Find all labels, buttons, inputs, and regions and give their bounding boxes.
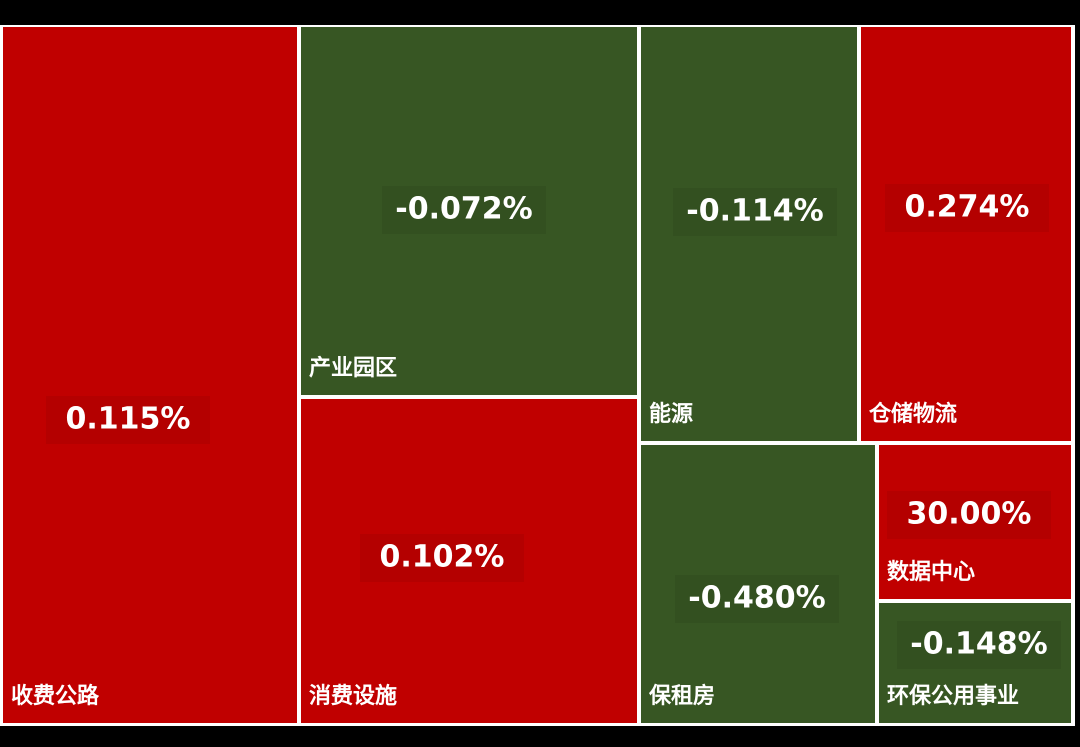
value-label: -0.114% — [686, 194, 823, 229]
value-label: 30.00% — [907, 497, 1032, 532]
value-label-box — [885, 184, 1049, 232]
tile — [879, 603, 1071, 723]
category-label: 能源 — [649, 401, 693, 427]
category-label: 收费公路 — [11, 683, 100, 709]
tile — [861, 27, 1071, 441]
value-label-box — [382, 186, 546, 234]
category-label: 产业园区 — [309, 356, 397, 381]
tile — [641, 445, 875, 723]
tile — [301, 399, 637, 723]
value-label: 0.115% — [66, 402, 191, 437]
category-label: 环保公用事业 — [887, 683, 1019, 709]
value-label-box — [360, 534, 524, 582]
value-label: -0.480% — [688, 581, 825, 616]
value-label-box — [887, 491, 1051, 539]
value-label: -0.072% — [395, 192, 532, 227]
tile — [301, 27, 637, 395]
category-label: 数据中心 — [887, 559, 975, 585]
value-label-box — [46, 396, 210, 444]
value-label-box — [675, 575, 839, 623]
category-label: 保租房 — [648, 683, 715, 709]
value-label: 0.102% — [380, 540, 505, 575]
value-label: -0.148% — [910, 627, 1047, 662]
tile — [641, 27, 857, 441]
value-label: 0.274% — [905, 190, 1030, 225]
tile — [3, 27, 297, 723]
tile — [879, 445, 1071, 599]
value-label-box — [673, 188, 837, 236]
category-label: 消费设施 — [309, 683, 397, 709]
category-label: 仓储物流 — [868, 401, 957, 427]
value-label-box — [897, 621, 1061, 669]
